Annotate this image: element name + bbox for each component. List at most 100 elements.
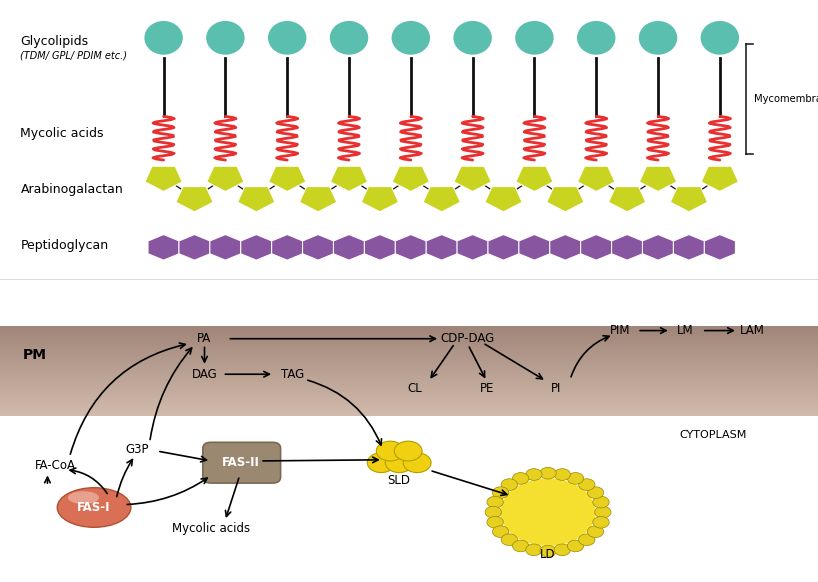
- Circle shape: [540, 545, 556, 557]
- Polygon shape: [546, 187, 584, 212]
- Ellipse shape: [268, 21, 307, 55]
- Text: FA-CoA: FA-CoA: [35, 459, 76, 472]
- Bar: [0, 409, 818, 410]
- Text: TAG: TAG: [281, 368, 304, 381]
- Polygon shape: [485, 187, 522, 212]
- Bar: [0, 341, 818, 342]
- Polygon shape: [457, 235, 488, 260]
- Text: FAS-I: FAS-I: [78, 501, 110, 514]
- Bar: [0, 370, 818, 371]
- Circle shape: [554, 544, 570, 556]
- Bar: [0, 392, 818, 393]
- Bar: [0, 414, 818, 416]
- Circle shape: [501, 534, 518, 545]
- Bar: [0, 375, 818, 377]
- Bar: [0, 338, 818, 339]
- Bar: [0, 344, 818, 346]
- Polygon shape: [423, 187, 461, 212]
- Circle shape: [512, 540, 528, 552]
- Polygon shape: [330, 166, 367, 191]
- Bar: [0, 388, 818, 389]
- Bar: [0, 400, 818, 401]
- Circle shape: [487, 496, 503, 508]
- Bar: [0, 411, 818, 413]
- Polygon shape: [550, 235, 581, 260]
- Text: Mycolic acids: Mycolic acids: [20, 127, 104, 140]
- Polygon shape: [362, 187, 398, 212]
- Bar: [0, 371, 818, 372]
- Bar: [0, 359, 818, 360]
- Polygon shape: [334, 235, 365, 260]
- Circle shape: [593, 496, 609, 508]
- Circle shape: [587, 487, 604, 498]
- Polygon shape: [210, 235, 241, 260]
- Bar: [0, 393, 818, 395]
- Text: G3P: G3P: [126, 443, 149, 456]
- Bar: [0, 362, 818, 364]
- Circle shape: [568, 473, 583, 484]
- Circle shape: [385, 453, 413, 473]
- Ellipse shape: [68, 491, 99, 504]
- Bar: [0, 401, 818, 403]
- Polygon shape: [519, 235, 550, 260]
- Bar: [0, 356, 818, 357]
- Circle shape: [403, 453, 431, 473]
- Bar: [0, 396, 818, 398]
- Ellipse shape: [145, 21, 183, 55]
- FancyBboxPatch shape: [203, 442, 281, 483]
- Bar: [0, 368, 818, 370]
- Bar: [0, 335, 818, 336]
- Bar: [0, 410, 818, 411]
- Circle shape: [487, 516, 503, 528]
- Circle shape: [540, 467, 556, 479]
- Text: PA: PA: [197, 332, 212, 345]
- Bar: [0, 336, 818, 338]
- Text: Mycolic acids: Mycolic acids: [172, 522, 250, 535]
- Polygon shape: [207, 166, 244, 191]
- Polygon shape: [240, 235, 272, 260]
- Bar: [0, 365, 818, 367]
- Bar: [0, 391, 818, 392]
- Polygon shape: [176, 187, 213, 212]
- Bar: [0, 357, 818, 359]
- Bar: [0, 352, 818, 353]
- Circle shape: [587, 526, 604, 538]
- Text: LM: LM: [677, 324, 694, 337]
- Text: CL: CL: [407, 382, 422, 395]
- Ellipse shape: [453, 21, 492, 55]
- Bar: [0, 398, 818, 400]
- Polygon shape: [395, 235, 426, 260]
- Polygon shape: [640, 166, 676, 191]
- Bar: [0, 354, 818, 356]
- Bar: [0, 364, 818, 365]
- Text: LAM: LAM: [740, 324, 765, 337]
- Polygon shape: [670, 187, 708, 212]
- Bar: [0, 404, 818, 406]
- Bar: [0, 333, 818, 335]
- Text: Peptidoglycan: Peptidoglycan: [20, 239, 109, 252]
- Polygon shape: [426, 235, 457, 260]
- Bar: [0, 403, 818, 404]
- Circle shape: [492, 526, 509, 538]
- Circle shape: [595, 506, 611, 518]
- Text: CDP-DAG: CDP-DAG: [441, 332, 495, 345]
- Bar: [0, 406, 818, 407]
- Text: Glycolipids: Glycolipids: [20, 36, 88, 48]
- Circle shape: [526, 544, 542, 556]
- Polygon shape: [612, 235, 643, 260]
- Polygon shape: [578, 166, 615, 191]
- Circle shape: [512, 473, 528, 484]
- Polygon shape: [303, 235, 334, 260]
- Bar: [0, 350, 818, 352]
- Bar: [0, 378, 818, 380]
- Bar: [0, 389, 818, 391]
- Bar: [0, 339, 818, 341]
- Text: CYTOPLASM: CYTOPLASM: [679, 430, 746, 440]
- Polygon shape: [364, 235, 395, 260]
- Bar: [0, 342, 818, 344]
- Ellipse shape: [700, 21, 739, 55]
- Polygon shape: [516, 166, 553, 191]
- Polygon shape: [581, 235, 612, 260]
- Text: PE: PE: [479, 382, 494, 395]
- Bar: [0, 326, 818, 328]
